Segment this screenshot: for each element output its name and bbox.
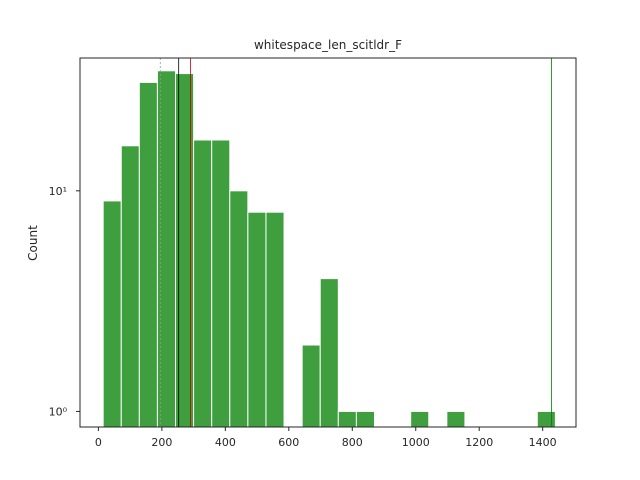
- histogram-bar-16: [536, 410, 556, 428]
- y-ticks-group: 10⁰ 10¹: [49, 185, 80, 418]
- y-axis-label: Count: [26, 225, 40, 261]
- chart-title: whitespace_len_scitldr_F: [254, 38, 402, 52]
- histogram-bar-1: [120, 145, 140, 428]
- histogram-bar-8: [247, 211, 267, 428]
- x-tick-label-4: 800: [342, 436, 363, 449]
- histogram-bar-7: [229, 190, 249, 428]
- histogram-bar-2: [138, 81, 158, 428]
- histogram-bar-13: [355, 410, 375, 428]
- x-tick-label-1: 200: [151, 436, 172, 449]
- bars-group: [102, 70, 556, 428]
- x-tick-label-7: 1400: [529, 436, 557, 449]
- histogram-bar-0: [102, 200, 122, 428]
- x-tick-label-0: 0: [95, 436, 102, 449]
- x-tick-label-3: 600: [278, 436, 299, 449]
- x-tick-label-2: 400: [215, 436, 236, 449]
- histogram-bar-15: [446, 410, 466, 428]
- histogram-bar-4: [175, 73, 195, 428]
- histogram-bar-14: [410, 410, 430, 428]
- x-ticks-group: 0 200 400 600 800 1000 1200 1400: [95, 427, 557, 449]
- plot-frame: [79, 57, 577, 428]
- histogram-bar-12: [337, 410, 357, 428]
- y-tick-label-1: 10¹: [49, 185, 67, 198]
- y-tick-label-0: 10⁰: [49, 405, 68, 418]
- x-tick-label-5: 1000: [402, 436, 430, 449]
- x-tick-label-6: 1200: [465, 436, 493, 449]
- histogram-bar-3: [156, 70, 177, 428]
- histogram-bar-5: [193, 139, 213, 428]
- histogram-bar-6: [211, 139, 231, 428]
- histogram-bar-9: [265, 211, 285, 428]
- reference-lines-group: [159, 58, 552, 427]
- histogram-bar-11: [319, 278, 339, 428]
- histogram-bar-10: [301, 344, 321, 428]
